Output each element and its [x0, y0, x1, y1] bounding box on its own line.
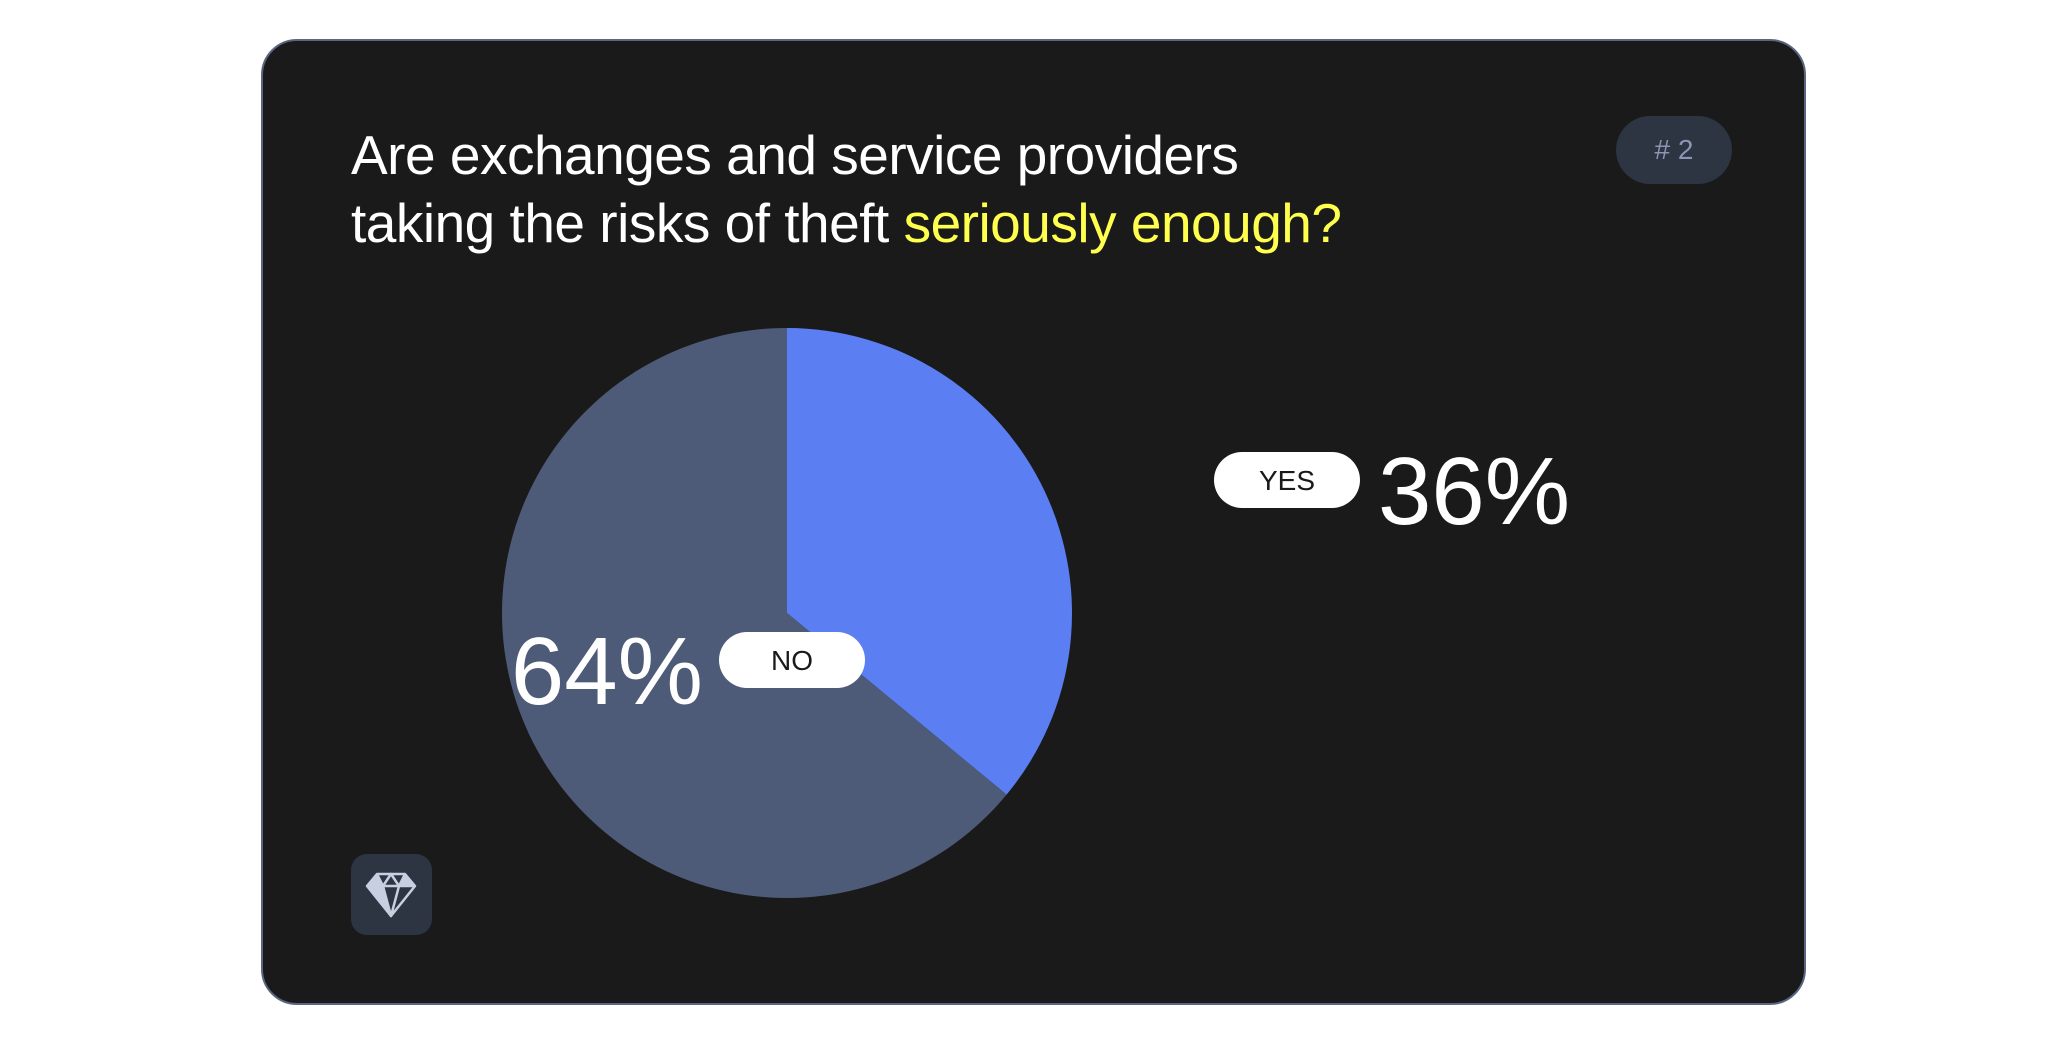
question-highlight: seriously enough?: [903, 192, 1342, 254]
question-title: Are exchanges and service providers takin…: [351, 121, 1342, 257]
label-text-no: NO: [771, 645, 813, 676]
question-line2: taking the risks of theft: [351, 192, 904, 254]
pie-slice-yes: [787, 328, 1072, 795]
poll-card: Are exchanges and service providers takin…: [261, 39, 1806, 1005]
question-number-badge: # 2: [1616, 116, 1732, 184]
label-pill-yes: [1214, 452, 1360, 508]
percent-label-yes: 36%: [1378, 438, 1570, 545]
percent-label-no: 64%: [511, 618, 703, 725]
slice-label-yes: YES 36%: [1214, 438, 1570, 545]
pie-slice-no: [502, 328, 1007, 898]
label-pill-no: [719, 632, 865, 688]
slice-label-no: NO 64%: [511, 618, 865, 725]
diamond-icon: [365, 872, 417, 918]
label-text-yes: YES: [1259, 465, 1315, 496]
pie-chart: YES 36% NO 64%: [502, 328, 1570, 898]
logo: [351, 854, 432, 935]
question-line1: Are exchanges and service providers: [351, 124, 1239, 186]
